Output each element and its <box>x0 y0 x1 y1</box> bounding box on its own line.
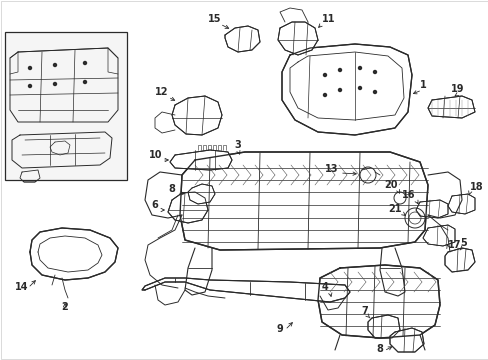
Circle shape <box>83 81 86 84</box>
Text: 8: 8 <box>168 184 175 194</box>
Polygon shape <box>447 194 474 214</box>
Polygon shape <box>170 150 231 170</box>
Text: 11: 11 <box>321 14 335 24</box>
Circle shape <box>53 82 57 85</box>
Bar <box>5 32 127 180</box>
Circle shape <box>323 94 326 96</box>
Text: 19: 19 <box>450 84 464 94</box>
Polygon shape <box>415 200 447 218</box>
Polygon shape <box>389 328 423 352</box>
Circle shape <box>28 67 31 69</box>
Polygon shape <box>12 132 112 168</box>
Text: 15: 15 <box>208 14 221 24</box>
Text: 10: 10 <box>148 150 162 160</box>
Polygon shape <box>224 26 260 52</box>
Circle shape <box>373 90 376 94</box>
Text: 20: 20 <box>384 180 397 190</box>
Circle shape <box>373 71 376 73</box>
Polygon shape <box>278 22 317 55</box>
Circle shape <box>28 85 31 87</box>
Polygon shape <box>168 192 207 223</box>
Text: 6: 6 <box>151 200 158 210</box>
Polygon shape <box>317 265 439 338</box>
Text: 3: 3 <box>234 140 241 150</box>
Text: 16: 16 <box>401 190 414 200</box>
Polygon shape <box>422 225 454 246</box>
Polygon shape <box>180 152 427 250</box>
Circle shape <box>323 73 326 77</box>
Polygon shape <box>427 96 474 118</box>
Polygon shape <box>142 278 349 302</box>
Text: 12: 12 <box>155 87 168 97</box>
Text: 5: 5 <box>459 238 466 248</box>
Polygon shape <box>20 170 40 182</box>
Text: 17: 17 <box>447 240 461 250</box>
Circle shape <box>358 67 361 69</box>
Circle shape <box>358 86 361 90</box>
Circle shape <box>83 62 86 64</box>
Circle shape <box>53 63 57 67</box>
Text: 7: 7 <box>361 306 367 316</box>
Text: 9: 9 <box>276 324 283 334</box>
Circle shape <box>338 68 341 72</box>
Polygon shape <box>172 96 222 135</box>
Polygon shape <box>367 315 399 338</box>
Text: 18: 18 <box>469 182 483 192</box>
Text: 1: 1 <box>419 80 426 90</box>
Circle shape <box>338 89 341 91</box>
Polygon shape <box>444 248 474 272</box>
Text: 13: 13 <box>324 164 337 174</box>
Text: 14: 14 <box>15 282 29 292</box>
Text: 2: 2 <box>61 302 68 312</box>
Text: 8: 8 <box>375 344 382 354</box>
Polygon shape <box>282 44 411 135</box>
Text: 21: 21 <box>387 204 401 214</box>
Polygon shape <box>187 184 215 204</box>
Text: 4: 4 <box>321 282 327 292</box>
Polygon shape <box>30 228 118 280</box>
Polygon shape <box>10 48 118 122</box>
